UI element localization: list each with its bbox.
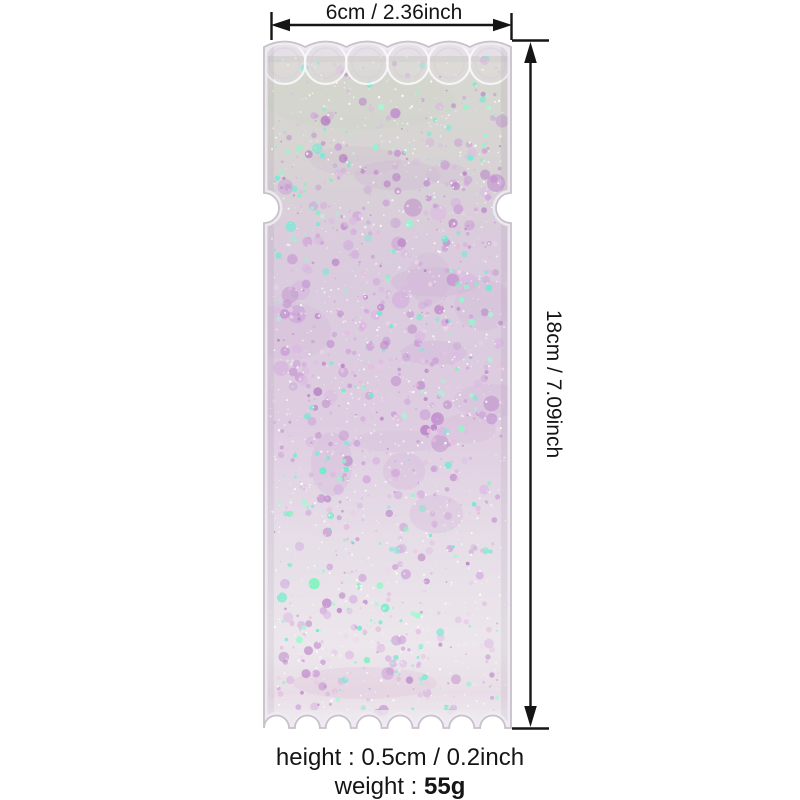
weight-value: 55g <box>424 773 466 800</box>
weight-label-text: weight : <box>334 773 425 800</box>
height-dimension-label: 18cm / 7.09inch <box>542 309 565 459</box>
arrowhead-down-icon <box>524 706 537 727</box>
width-dimension-label: 6cm / 2.36inch <box>325 1 463 24</box>
weight-label: weight : 55g <box>200 772 600 800</box>
thickness-label: height : 0.5cm / 0.2inch <box>275 744 525 771</box>
product-outline <box>263 40 512 729</box>
arrowhead-left-icon <box>271 18 290 32</box>
arrowhead-right-icon <box>493 18 512 32</box>
panel-edge <box>263 40 512 729</box>
height-dimension-arrow <box>512 39 549 730</box>
bottom-spec-labels: height : 0.5cm / 0.2inch weight : 55g <box>200 743 600 800</box>
arrowhead-up-icon <box>524 42 537 63</box>
width-dimension-arrow <box>270 12 513 40</box>
